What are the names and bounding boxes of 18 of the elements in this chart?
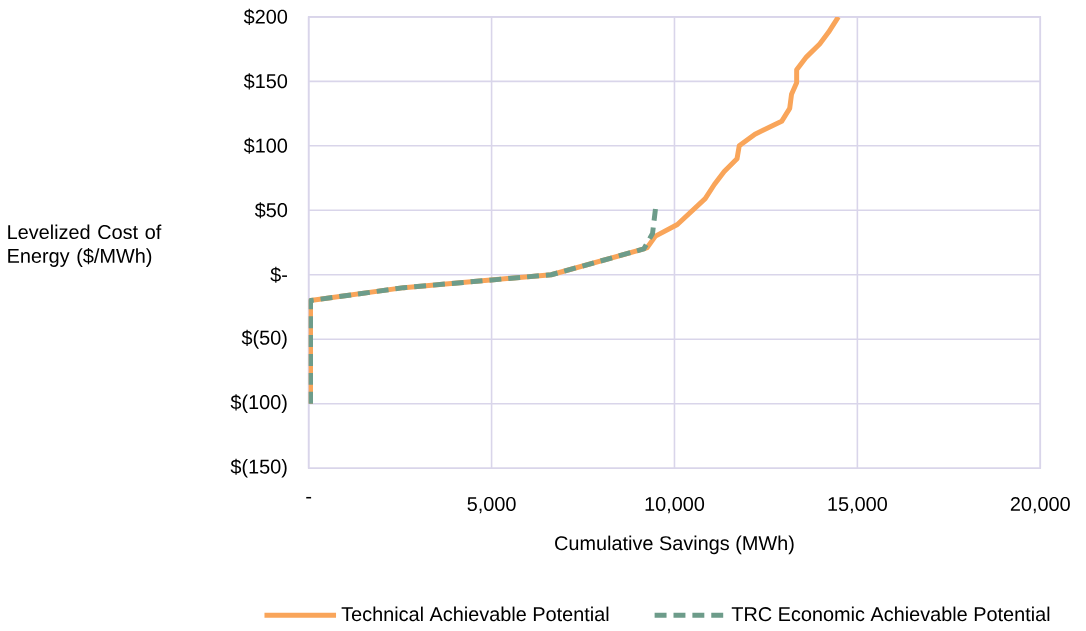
x-tick-label: 20,000	[1010, 496, 1070, 514]
x-tick-label: 10,000	[645, 496, 705, 514]
y-tick-label: $(50)	[241, 329, 287, 349]
x-axis-title: Cumulative Savings (MWh)	[555, 535, 794, 555]
y-axis-title: Levelized Cost of Energy ($/MWh)	[8, 224, 162, 267]
x-tick-label: 5,000	[467, 496, 516, 514]
y-tick-label: $(150)	[230, 458, 287, 478]
x-tick-label: 15,000	[828, 496, 887, 514]
y-tick-label: $50	[254, 202, 288, 219]
y-tick-label: $100	[243, 137, 288, 154]
y-tick-label: $-	[270, 266, 287, 283]
x-tick-label: -	[306, 496, 312, 499]
y-tick-label: $200	[243, 8, 288, 25]
legend-label: TRC Economic Achievable Potential	[731, 606, 1050, 622]
y-tick-label: $(100)	[230, 394, 287, 414]
y-tick-label: $150	[243, 73, 288, 90]
line-series	[308, 206, 658, 407]
legend-label: Technical Achievable Potential	[341, 606, 609, 622]
